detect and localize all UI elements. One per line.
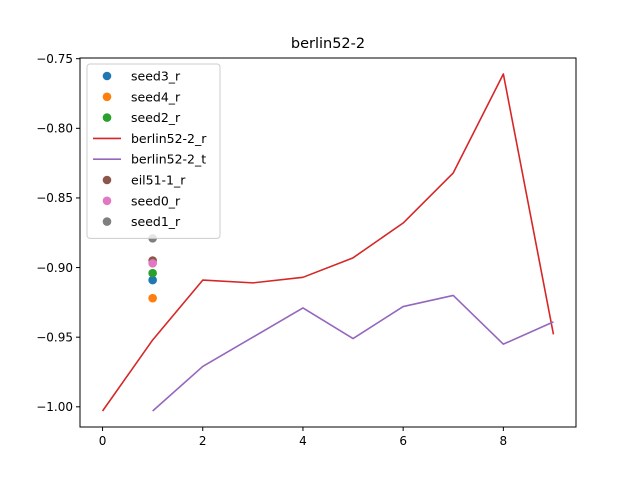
legend-label-eil51-1-r: eil51-1_r	[131, 173, 186, 188]
data-point-seed0-r	[148, 259, 157, 268]
legend: seed3_r seed4_r seed2_r berlin52-2_r berlin5…	[86, 63, 221, 239]
legend-label-seed3-r: seed3_r	[131, 69, 181, 84]
x-tick-label: 2	[199, 434, 207, 448]
legend-label-seed1-r: seed1_r	[131, 214, 181, 229]
data-point-seed3-r	[148, 275, 157, 285]
axes: 0 2 4 6 8 −1.00 −0.95 −0.90 −0.85 −0.80 −0.75	[36, 52, 577, 448]
y-tick-label: −0.80	[36, 122, 73, 136]
y-tick-label: −0.90	[36, 261, 73, 275]
legend-swatch-seed2-r	[102, 113, 112, 122]
legend-swatch-seed0-r	[102, 196, 112, 206]
y-tick-label: −0.95	[36, 330, 73, 344]
series-line-berlin52-2-t	[152, 294, 554, 412]
x-tick-label: 4	[299, 434, 307, 448]
legend-swatch-seed4-r	[102, 92, 112, 102]
legend-label-berlin52-2-r: berlin52-2_r	[131, 131, 207, 146]
legend-label-seed4-r: seed4_r	[131, 89, 181, 104]
axes-frame	[79, 57, 577, 428]
legend-label-seed2-r: seed2_r	[131, 110, 181, 125]
legend-swatch-seed1-r	[102, 217, 112, 226]
y-tick-label: −1.00	[36, 400, 73, 414]
x-tick-label: 6	[399, 434, 407, 448]
series-line-berlin52-2-r	[101, 73, 555, 412]
chart-title: berlin52-2	[291, 36, 365, 52]
x-tick-label: 0	[99, 434, 107, 448]
data-point-seed4-r	[148, 293, 157, 303]
legend-label-seed0-r: seed0_r	[131, 193, 181, 208]
legend-label-berlin52-2-t: berlin52-2_t	[131, 152, 206, 167]
legend-box	[86, 63, 221, 239]
legend-swatch-seed3-r	[102, 71, 112, 81]
y-tick-label: −0.75	[36, 52, 73, 66]
y-tick-label: −0.85	[36, 191, 73, 205]
legend-swatch-eil51-1-r	[102, 175, 112, 185]
x-tick-label: 8	[500, 434, 508, 448]
data-point-seed2-r	[148, 268, 157, 278]
